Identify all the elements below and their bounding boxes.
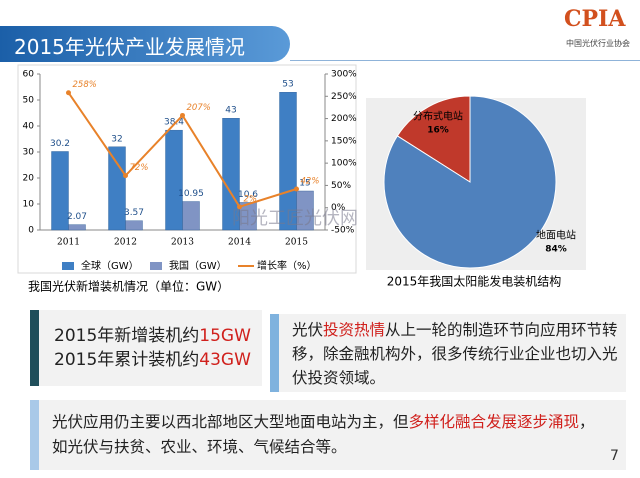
box-1-text: 2015年新增装机约15GW 2015年累计装机约43GW xyxy=(54,324,251,372)
y-tick-label: 60 xyxy=(23,70,35,80)
header-line xyxy=(290,60,640,61)
logo: CPIA xyxy=(564,6,626,32)
highlight: 43GW xyxy=(199,350,251,370)
legend-label: 增长率（%） xyxy=(257,259,317,272)
page-number: 7 xyxy=(610,448,619,464)
line: 2015年累计装机约43GW xyxy=(54,348,251,372)
slice-value: 16% xyxy=(427,126,449,136)
line-label: 258% xyxy=(73,80,97,90)
y2-tick-label: 50% xyxy=(331,181,351,191)
y2-tick-label: 300% xyxy=(331,70,357,80)
line-marker xyxy=(294,186,299,192)
legend-label: 全球（GW） xyxy=(81,259,139,272)
legend-swatch xyxy=(62,262,74,270)
line: 2015年新增装机约15GW xyxy=(54,324,251,348)
box-accent xyxy=(30,310,39,386)
line-label: 42% xyxy=(301,176,320,186)
box-1: 2015年新增装机约15GW 2015年累计装机约43GW xyxy=(30,310,262,386)
y2-tick-label: -50% xyxy=(331,226,355,236)
bar xyxy=(68,224,86,231)
line-marker xyxy=(66,90,71,96)
chart-frame xyxy=(17,64,357,274)
bar-label: 10.6 xyxy=(238,190,258,200)
y2-tick-label: 150% xyxy=(331,136,357,146)
y2-tick-label: 0% xyxy=(331,203,346,213)
highlight: 投资热情 xyxy=(323,321,386,339)
pie-slice xyxy=(383,95,557,269)
chart-caption: 我国光伏新增装机情况（单位：GW） xyxy=(28,279,229,294)
header-banner xyxy=(0,26,290,62)
bar-label: 10.95 xyxy=(178,189,204,199)
chart-title: 2015年我国太阳能发电装机结构 xyxy=(387,274,562,289)
bar-label: 43 xyxy=(225,106,236,116)
legend-label: 我国（GW） xyxy=(169,260,227,272)
text: ，如光伏与扶贫、农业、环境、气候结合等。 xyxy=(52,413,595,456)
y2-tick-label: 100% xyxy=(331,159,357,169)
box-3-text: 光伏应用仍主要以西北部地区大型地面电站为主，但多样化融合发展逐步涌现，如光伏与扶… xyxy=(52,410,596,460)
box-2: 光伏投资热情从上一轮的制造环节向应用环节转移，除金融机构外，很多传统行业企业也切… xyxy=(270,314,626,392)
logo-subtitle: 中国光伏行业协会 xyxy=(566,39,630,48)
line-marker xyxy=(123,173,128,179)
legend-swatch xyxy=(150,262,162,270)
y2-tick-label: 200% xyxy=(331,114,357,124)
line-label: 72% xyxy=(130,163,149,173)
box-accent xyxy=(270,314,279,392)
bar-label: 30.2 xyxy=(50,139,70,149)
line-marker xyxy=(237,204,242,210)
text: 光伏 xyxy=(292,321,324,339)
pie-chart: 分布式电站 16% 地面电站 84% 2015年我国太阳能发电装机结构 xyxy=(366,95,586,289)
highlight: 15GW xyxy=(199,326,251,346)
line-marker xyxy=(180,112,185,118)
y-tick-label: 30 xyxy=(23,148,35,158)
line-label: 2% xyxy=(244,194,258,204)
y-tick-label: 40 xyxy=(23,122,35,132)
bar xyxy=(182,201,200,231)
bar xyxy=(51,151,69,231)
bar xyxy=(296,190,314,231)
highlight: 多样化融合发展逐步涌现 xyxy=(408,413,580,431)
bar xyxy=(108,146,126,231)
x-tick-label: 2014 xyxy=(228,238,251,248)
box-2-text: 光伏投资热情从上一轮的制造环节向应用环节转移，除金融机构外，很多传统行业企业也切… xyxy=(292,318,618,390)
header-title: 2015年光伏产业发展情况 xyxy=(14,35,245,59)
pie-slice xyxy=(396,95,471,183)
y-tick-label: 10 xyxy=(23,200,35,210)
x-tick-label: 2015 xyxy=(285,238,308,248)
watermark: 阳光工匠光伏网 xyxy=(232,208,358,229)
slice-value: 84% xyxy=(545,245,567,255)
growth-chart: 0 10 20 30 40 50 60 -50% 0% 50% 100% 150% 200% 250% 30… xyxy=(17,64,357,294)
slice-label: 地面电站 xyxy=(536,229,576,242)
bar-label: 32 xyxy=(111,134,122,144)
x-tick-label: 2013 xyxy=(171,238,194,248)
x-tick-label: 2011 xyxy=(57,238,80,248)
x-tick-label: 2012 xyxy=(114,238,137,248)
bar xyxy=(279,92,297,231)
line-label: 207% xyxy=(187,103,211,113)
bar xyxy=(165,129,183,231)
text: 光伏应用仍主要以西北部地区大型地面电站为主，但 xyxy=(52,413,409,431)
text: 2015年累计装机约 xyxy=(54,350,200,370)
bar-label: 3.57 xyxy=(124,208,144,218)
y-tick-label: 20 xyxy=(23,174,35,184)
bar-label: 2.07 xyxy=(67,212,87,222)
bar-label: 38.4 xyxy=(164,118,184,128)
y-tick-label: 0 xyxy=(28,226,34,236)
bar xyxy=(125,220,143,231)
bar-label: 53 xyxy=(282,80,293,90)
box-3: 光伏应用仍主要以西北部地区大型地面电站为主，但多样化融合发展逐步涌现，如光伏与扶… xyxy=(30,400,626,470)
text: 从上一轮的制造环节向应用环节转移，除金融机构外，很多传统行业企业也切入光伏投资领… xyxy=(292,321,618,387)
bar xyxy=(222,118,240,231)
slice-label: 分布式电站 xyxy=(413,110,463,123)
y2-tick-label: 250% xyxy=(331,92,357,102)
bar-label: 15 xyxy=(299,179,310,189)
box-accent xyxy=(30,400,39,470)
text: 2015年新增装机约 xyxy=(54,326,200,346)
y-tick-label: 50 xyxy=(23,96,35,106)
bar xyxy=(239,202,257,231)
